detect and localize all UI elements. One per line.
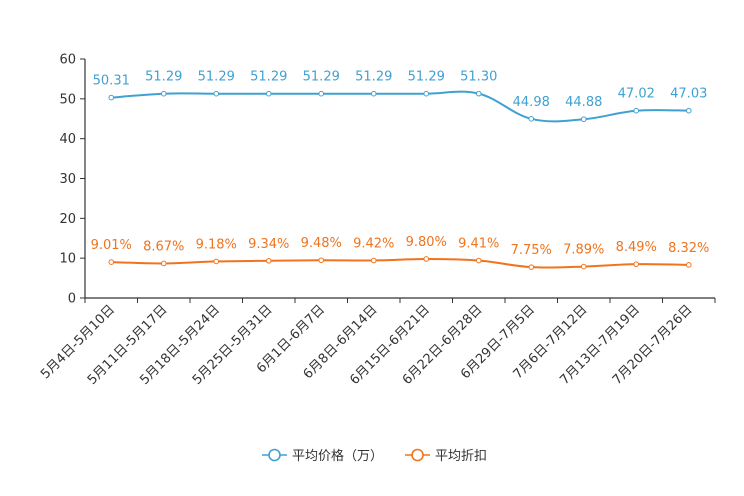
data-point [108, 259, 115, 265]
data-label: 51.29 [250, 70, 287, 85]
legend-label: 平均价格（万） [292, 448, 383, 464]
data-point [265, 90, 272, 97]
data-label: 7.75% [511, 243, 552, 258]
y-tick-label: 40 [59, 132, 76, 147]
data-point [265, 257, 272, 264]
data-label: 51.29 [198, 70, 235, 85]
data-label: 44.88 [565, 95, 602, 110]
data-label: 9.80% [406, 235, 447, 250]
series-line [111, 257, 689, 269]
legend-item-2[interactable]: 平均折扣 [405, 448, 487, 464]
data-point [685, 107, 692, 114]
data-point [213, 90, 220, 97]
data-label: 9.34% [248, 237, 289, 252]
series-1: 50.31 51.29 51.29 51.29 51.29 51.29 51.29 51.30… [93, 70, 707, 123]
data-point [633, 107, 640, 114]
data-point [633, 261, 640, 267]
y-tick-label: 30 [59, 172, 76, 187]
data-label: 51.30 [460, 70, 497, 85]
data-label: 50.31 [93, 74, 130, 89]
data-point [318, 90, 325, 97]
data-point [423, 256, 430, 262]
data-label: 8.49% [616, 240, 657, 255]
data-label: 8.32% [668, 241, 709, 256]
data-point [685, 262, 692, 268]
data-label: 7.89% [563, 243, 604, 258]
y-tick-label: 60 [59, 53, 76, 68]
y-tick-label: 50 [59, 92, 76, 107]
data-point [475, 90, 482, 97]
series-2: 9.01% 8.67% 9.18% 9.34% 9.48% 9.42% 9.80% 9.41%… [91, 235, 709, 270]
data-point [213, 258, 220, 265]
data-label: 9.41% [458, 237, 499, 252]
y-tick-label: 20 [59, 212, 76, 227]
data-point [528, 264, 535, 270]
data-label: 9.01% [91, 238, 132, 253]
data-point [475, 257, 482, 264]
data-label: 47.03 [670, 87, 707, 102]
data-label: 9.18% [196, 237, 237, 252]
series-layer: 50.31 51.29 51.29 51.29 51.29 51.29 51.29 51.30… [91, 70, 709, 270]
legend: 平均价格（万） 平均折扣 [262, 448, 487, 464]
axes: 01020304050605月4日-5月10日5月11日-5月17日5月18日-… [38, 53, 716, 388]
data-label: 51.29 [145, 70, 182, 85]
data-point [318, 257, 325, 264]
data-point [370, 257, 377, 264]
data-point [528, 116, 535, 122]
data-label: 9.42% [353, 236, 394, 251]
data-point [580, 263, 587, 270]
data-label: 44.98 [513, 95, 550, 110]
y-tick-label: 0 [68, 292, 76, 307]
data-point [423, 90, 430, 97]
y-tick-label: 10 [59, 252, 76, 267]
series-line [111, 90, 689, 123]
data-point [580, 116, 587, 123]
legend-marker-icon [268, 448, 281, 462]
legend-label: 平均折扣 [435, 449, 487, 464]
data-point [108, 94, 115, 101]
data-label: 8.67% [143, 239, 184, 254]
data-point [370, 90, 377, 97]
legend-item-1[interactable]: 平均价格（万） [262, 448, 383, 464]
data-label: 51.29 [303, 70, 340, 85]
data-label: 9.48% [301, 236, 342, 251]
data-label: 47.02 [618, 87, 655, 102]
data-label: 51.29 [355, 70, 392, 85]
data-label: 51.29 [408, 70, 445, 85]
legend-marker-icon [411, 448, 424, 462]
data-point [160, 90, 167, 97]
data-point [160, 260, 167, 267]
